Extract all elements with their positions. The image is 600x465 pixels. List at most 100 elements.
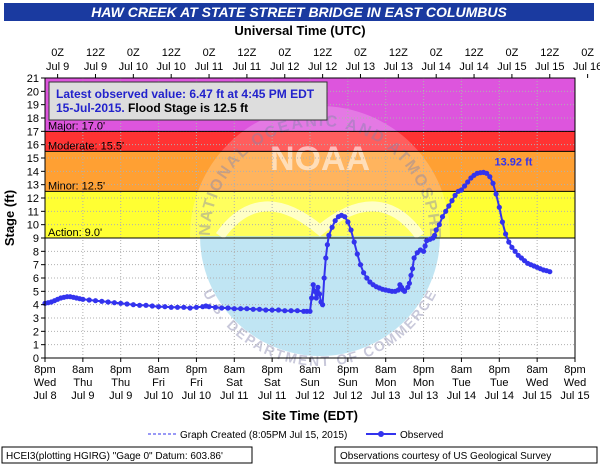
x-tick-date: Jul 14 [485, 390, 514, 402]
series-point-123 [499, 219, 505, 225]
series-point-34 [212, 304, 218, 310]
series-point-29 [187, 305, 193, 311]
top-tick-time: 0Z [203, 47, 216, 59]
flood-band-0 [45, 191, 575, 238]
threshold-label-1: Minor: 12.5' [48, 180, 105, 192]
x-tick-day: Tue [490, 377, 509, 389]
series-point-47 [294, 308, 300, 314]
series-point-55 [315, 284, 321, 290]
series-point-41 [256, 306, 263, 312]
footer-right-box [334, 446, 598, 464]
x-tick-day: Mon [413, 377, 434, 389]
x-tick-date: Jul 9 [71, 390, 94, 402]
series-point-59 [321, 275, 327, 281]
x-tick-day: Thu [111, 377, 130, 389]
series-point-107 [449, 198, 455, 204]
series-point-14 [92, 298, 99, 304]
y-tick-label: 14 [27, 166, 39, 178]
series-point-18 [118, 300, 124, 306]
series-point-61 [324, 242, 330, 248]
y-tick-label: 1 [33, 340, 39, 352]
y-tick-label: 13 [27, 180, 39, 192]
top-tick-time: 12Z [86, 47, 105, 59]
x-tick-time: 8am [299, 364, 320, 376]
x-tick-time: 8am [526, 364, 547, 376]
series-point-33 [206, 304, 212, 310]
top-tick-date: Jul 9 [46, 61, 69, 73]
series-point-125 [506, 239, 512, 245]
y-tick-label: 18 [27, 113, 39, 125]
series-point-88 [402, 288, 408, 294]
series-point-70 [351, 239, 357, 245]
series-point-44 [275, 307, 282, 313]
top-tick-date: Jul 14 [422, 61, 451, 73]
chart-title: HAW CREEK AT STATE STREET BRIDGE IN EAST… [91, 4, 507, 20]
series-point-124 [503, 231, 509, 237]
series-point-36 [225, 305, 231, 311]
y-tick-label: 7 [33, 260, 39, 272]
series-point-101 [432, 232, 438, 238]
top-tick-date: Jul 12 [308, 61, 337, 73]
top-tick-date: Jul 16 [573, 61, 600, 73]
top-tick-date: Jul 11 [233, 61, 262, 73]
series-point-69 [348, 227, 354, 233]
series-point-22 [143, 302, 149, 308]
series-point-138 [547, 269, 553, 275]
y-axis-title: Stage (ft) [2, 190, 17, 246]
x-tick-date: Jul 15 [522, 390, 551, 402]
x-tick-date: Jul 10 [182, 390, 211, 402]
series-point-43 [269, 307, 275, 313]
series-point-122 [496, 204, 502, 210]
y-tick-label: 0 [33, 353, 39, 365]
y-tick-label: 17 [27, 126, 39, 138]
x-tick-day: Tue [452, 377, 471, 389]
y-tick-label: 19 [27, 100, 39, 112]
y-tick-label: 15 [27, 153, 39, 165]
series-point-42 [263, 307, 269, 313]
threshold-label-3: Major: 17.0' [48, 120, 105, 132]
y-tick-label: 5 [33, 286, 39, 298]
series-point-54 [313, 295, 319, 301]
footer-datum: HCEI3(plotting HGIRG) "Gage 0" Datum: 60… [6, 451, 223, 462]
x-tick-time: 8am [375, 364, 396, 376]
series-point-68 [345, 219, 351, 225]
x-tick-day: Thu [73, 377, 92, 389]
series-point-46 [288, 308, 294, 314]
series-point-71 [354, 251, 360, 257]
series-point-45 [282, 308, 288, 314]
series-point-91 [408, 272, 414, 278]
series-point-51 [309, 295, 315, 301]
legend-observed: Observed [400, 430, 443, 441]
series-point-127 [512, 248, 518, 254]
series-point-67 [342, 214, 348, 220]
threshold-label-0: Action: 9.0' [48, 227, 102, 239]
x-tick-time: 8am [148, 364, 169, 376]
footer-credit: Observations courtesy of US Geological S… [340, 451, 551, 462]
x-tick-time: 8pm [489, 364, 510, 376]
series-point-60 [323, 255, 329, 261]
y-tick-label: 16 [27, 140, 39, 152]
series-point-24 [156, 304, 162, 310]
latest-value-date: 15-Jul-2015. [56, 101, 125, 115]
series-point-74 [364, 275, 370, 281]
peak-label: 13.92 ft [495, 156, 533, 168]
series-point-108 [452, 192, 458, 198]
series-point-23 [149, 303, 155, 309]
x-tick-day: Wed [34, 377, 56, 389]
series-point-53 [312, 288, 318, 294]
x-tick-date: Jul 12 [295, 390, 324, 402]
top-tick-time: 0Z [430, 47, 443, 59]
top-tick-time: 0Z [278, 47, 291, 59]
top-tick-time: 12Z [540, 47, 559, 59]
top-tick-time: 12Z [465, 47, 484, 59]
top-tick-date: Jul 14 [459, 61, 488, 73]
y-tick-label: 6 [33, 273, 39, 285]
top-tick-date: Jul 12 [270, 61, 299, 73]
series-point-126 [509, 244, 515, 250]
top-tick-date: Jul 9 [84, 61, 107, 73]
series-point-39 [244, 306, 250, 312]
series-point-92 [409, 266, 416, 272]
threshold-label-2: Moderate: 15.5' [48, 140, 124, 152]
series-point-21 [137, 302, 143, 308]
